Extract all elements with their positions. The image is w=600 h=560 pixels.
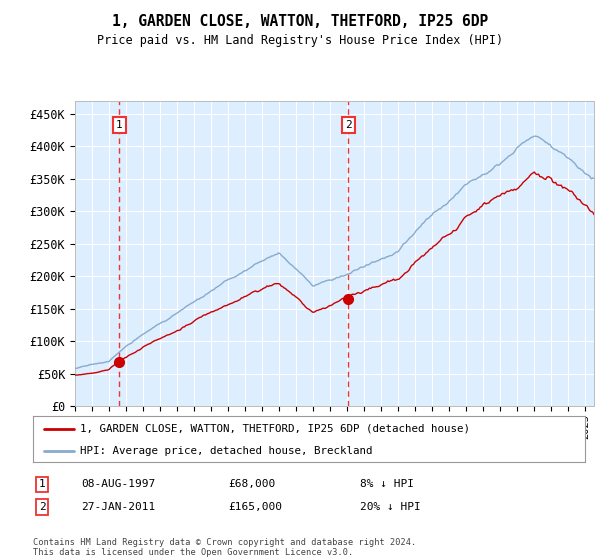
Text: £165,000: £165,000 bbox=[228, 502, 282, 512]
Text: 2: 2 bbox=[38, 502, 46, 512]
Text: Contains HM Land Registry data © Crown copyright and database right 2024.
This d: Contains HM Land Registry data © Crown c… bbox=[33, 538, 416, 557]
Text: 2: 2 bbox=[345, 120, 352, 130]
Text: 1, GARDEN CLOSE, WATTON, THETFORD, IP25 6DP: 1, GARDEN CLOSE, WATTON, THETFORD, IP25 … bbox=[112, 14, 488, 29]
Text: £68,000: £68,000 bbox=[228, 479, 275, 489]
Text: 1, GARDEN CLOSE, WATTON, THETFORD, IP25 6DP (detached house): 1, GARDEN CLOSE, WATTON, THETFORD, IP25 … bbox=[80, 424, 470, 434]
Text: 27-JAN-2011: 27-JAN-2011 bbox=[81, 502, 155, 512]
Text: Price paid vs. HM Land Registry's House Price Index (HPI): Price paid vs. HM Land Registry's House … bbox=[97, 34, 503, 46]
Text: HPI: Average price, detached house, Breckland: HPI: Average price, detached house, Brec… bbox=[80, 446, 373, 455]
Text: 1: 1 bbox=[38, 479, 46, 489]
Text: 20% ↓ HPI: 20% ↓ HPI bbox=[360, 502, 421, 512]
Text: 8% ↓ HPI: 8% ↓ HPI bbox=[360, 479, 414, 489]
Text: 1: 1 bbox=[116, 120, 123, 130]
Text: 08-AUG-1997: 08-AUG-1997 bbox=[81, 479, 155, 489]
